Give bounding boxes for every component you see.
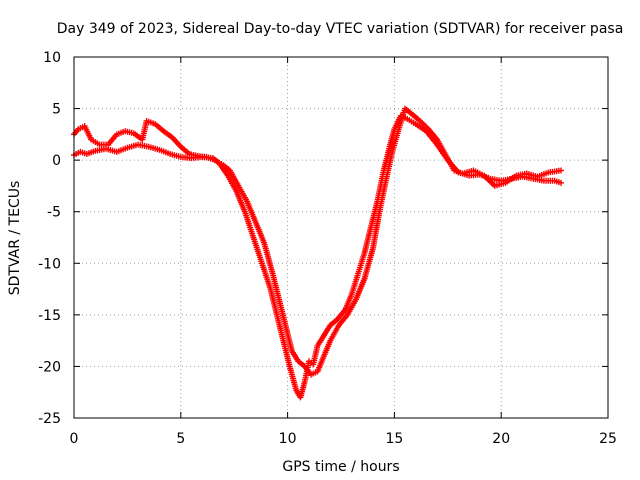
plot-frame — [73, 56, 609, 419]
y-axis-label: SDTVAR / TECUs — [7, 181, 23, 296]
data-series-2 — [71, 105, 565, 378]
x-tick-label: 15 — [385, 431, 403, 447]
y-tick-label: -20 — [38, 359, 61, 375]
y-tick-label: -10 — [38, 256, 61, 272]
tick-labels: 0 5 10 15 20 25 10 5 0 -5 -10 -15 -20 -25 — [38, 50, 617, 447]
y-tick-label: 5 — [52, 102, 61, 118]
data-point — [558, 167, 565, 174]
x-tick-label: 25 — [599, 431, 617, 447]
data-series-group — [71, 105, 565, 401]
tick-marks — [73, 56, 609, 419]
grid-lines — [74, 57, 608, 418]
x-tick-label: 20 — [492, 431, 510, 447]
y-tick-label: -5 — [47, 205, 61, 221]
y-tick-label: -25 — [38, 411, 61, 427]
data-series-1 — [71, 112, 565, 401]
x-tick-label: 5 — [176, 431, 185, 447]
x-tick-label: 10 — [279, 431, 297, 447]
y-tick-label: 10 — [43, 50, 61, 66]
data-point — [558, 179, 565, 186]
x-axis-label: GPS time / hours — [282, 459, 399, 475]
chart-title: Day 349 of 2023, Sidereal Day-to-day VTE… — [57, 21, 624, 37]
y-tick-label: -15 — [38, 308, 61, 324]
y-tick-label: 0 — [52, 153, 61, 169]
x-tick-label: 0 — [70, 431, 79, 447]
